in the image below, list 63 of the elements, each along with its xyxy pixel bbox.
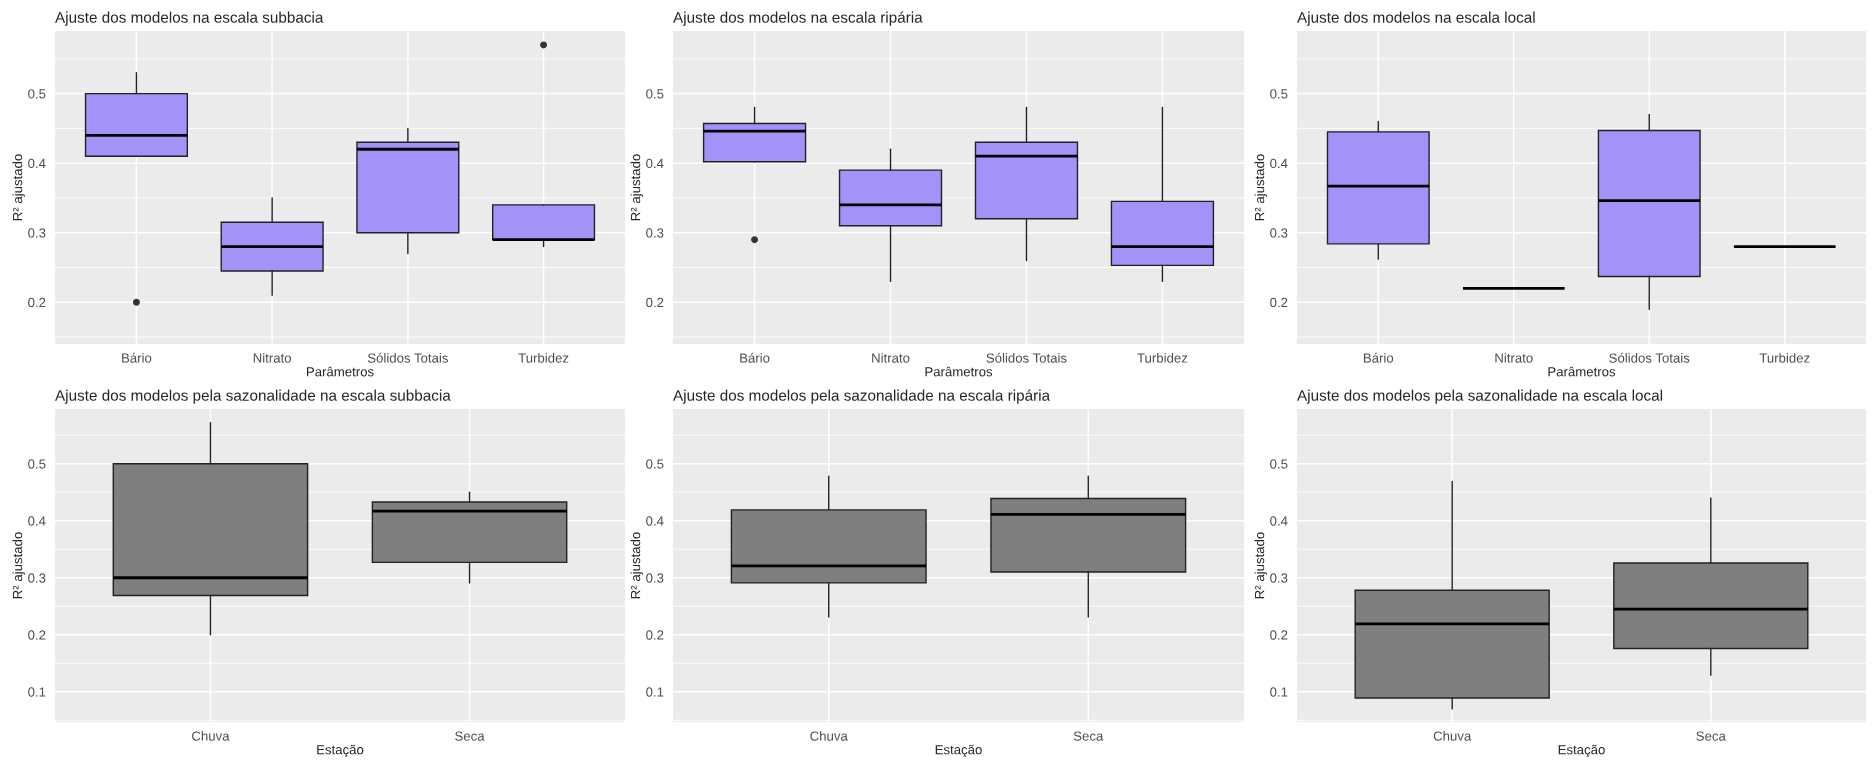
x-axis-title: Estação (317, 744, 364, 758)
y-tick-label: 0.2 (1270, 297, 1288, 308)
y-tick-label: 0.1 (28, 687, 46, 697)
x-tick-label: Nitrato (872, 353, 910, 363)
y-axis-title: R² ajustado (12, 154, 25, 221)
y-tick-label: 0.5 (28, 459, 46, 469)
x-tick-label: Sólidos Totais (986, 352, 1067, 363)
x-tick-label: Bário (1363, 352, 1394, 363)
y-tick-label: 0.2 (646, 297, 664, 308)
y-tick-label: 0.5 (1270, 89, 1288, 99)
y-tick-label: 0.3 (646, 228, 664, 238)
y-tick-label: 0.5 (646, 89, 664, 99)
y-axis-title: R² ajustado (12, 532, 25, 599)
chart-title: Ajuste dos modelos pela sazonalidade na escala ripária (673, 389, 1051, 404)
y-tick-label: 0.1 (1270, 687, 1288, 697)
y-tick-label: 0.4 (28, 516, 46, 526)
x-tick-label: Turbidez (1759, 353, 1810, 363)
x-tick-label: Sólidos Totais (367, 352, 448, 363)
x-tick-label: Nitrato (253, 353, 292, 363)
y-tick-label: 0.3 (646, 573, 664, 583)
x-axis-title: Parâmetros (925, 366, 993, 377)
x-tick-label: Seca (1073, 731, 1104, 741)
x-tick-label: Bário (122, 352, 152, 363)
x-axis-title: Estação (935, 744, 982, 758)
y-tick-label: 0.4 (646, 516, 664, 526)
y-axis-title: R² ajustado (630, 154, 643, 221)
x-tick-label: Nitrato (1495, 353, 1533, 363)
x-tick-label: Turbidez (1137, 353, 1188, 363)
x-tick-label: Sólidos Totais (1609, 352, 1690, 363)
chart-title: Ajuste dos modelos pela sazonalidade na escala local (1297, 389, 1663, 404)
y-tick-label: 0.2 (28, 630, 46, 640)
y-tick-label: 0.4 (28, 158, 46, 169)
y-axis-title: R² ajustado (1254, 532, 1267, 599)
y-tick-label: 0.3 (28, 228, 46, 238)
x-tick-label: Bário (740, 352, 770, 363)
y-tick-label: 0.5 (646, 459, 664, 469)
x-tick-label: Chuva (1433, 731, 1472, 741)
y-axis-title: R² ajustado (630, 532, 643, 599)
chart-title: Ajuste dos modelos na escala local (1297, 11, 1535, 26)
x-tick-label: Seca (1696, 731, 1726, 741)
x-tick-label: Chuva (192, 731, 230, 741)
y-tick-label: 0.5 (1270, 459, 1288, 469)
y-tick-label: 0.2 (28, 297, 46, 308)
y-tick-label: 0.3 (1270, 573, 1288, 583)
y-tick-label: 0.5 (28, 89, 46, 99)
y-tick-label: 0.4 (1270, 516, 1288, 526)
x-axis-title: Parâmetros (306, 366, 374, 377)
y-tick-label: 0.2 (646, 630, 664, 640)
x-tick-label: Turbidez (518, 353, 569, 363)
y-tick-label: 0.4 (1270, 158, 1288, 169)
x-axis-title: Parâmetros (1548, 366, 1616, 377)
y-tick-label: 0.1 (646, 687, 664, 697)
y-tick-label: 0.3 (1270, 228, 1288, 238)
y-axis-title: R² ajustado (1254, 154, 1267, 221)
x-axis-title: Estação (1558, 744, 1605, 758)
y-tick-label: 0.4 (646, 158, 664, 169)
x-tick-label: Chuva (810, 731, 848, 741)
x-tick-label: Seca (455, 731, 485, 741)
y-tick-label: 0.2 (1270, 630, 1288, 640)
y-tick-label: 0.3 (28, 573, 46, 583)
chart-title: Ajuste dos modelos na escala subbacia (55, 11, 324, 26)
chart-title: Ajuste dos modelos pela sazonalidade na escala subbacia (55, 389, 451, 404)
chart-title: Ajuste dos modelos na escala ripária (673, 11, 923, 26)
